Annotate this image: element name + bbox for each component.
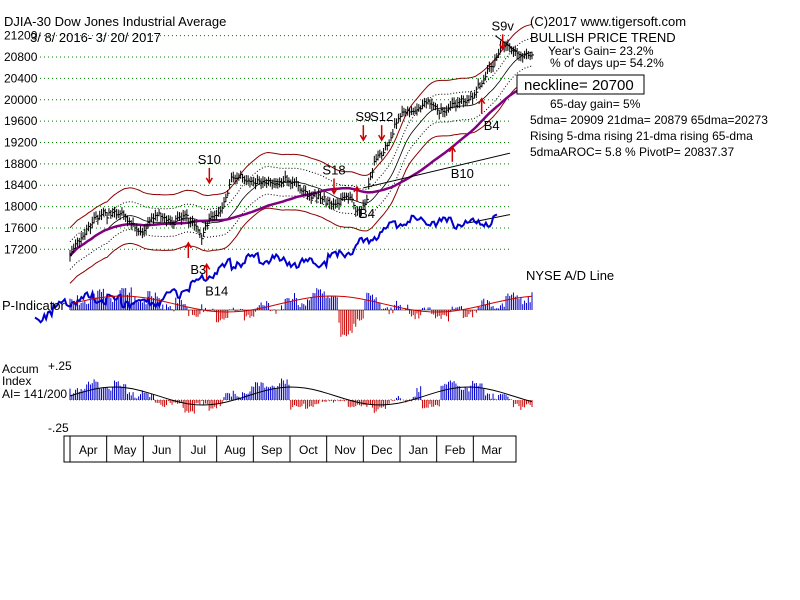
buy-arrowhead: [353, 185, 361, 193]
p-indicator-panel: [69, 287, 533, 337]
month-label: Jul: [191, 443, 206, 457]
chart-title: DJIA-30 Dow Jones Industrial Average: [4, 14, 226, 29]
accum-index-panel: [69, 378, 533, 414]
month-label: Nov: [334, 443, 355, 457]
neckline-box: [516, 74, 645, 95]
y-axis-ticks: 21200 20800 20400 20000 19600 19200 18800 18400…: [4, 29, 38, 257]
y-tick-label: 20000: [4, 93, 38, 107]
month-label: Oct: [299, 443, 318, 457]
month-axis-frame: [63, 435, 517, 463]
accum-top-tick: +.25: [48, 359, 72, 373]
aroc-label: 5dmaAROC= 5.8 % PivotP= 20837.37: [530, 145, 734, 159]
bollinger-bands: [69, 23, 533, 284]
month-label: Feb: [445, 443, 466, 457]
signal-label: B4: [359, 206, 375, 221]
accum-bottom-tick: -.25: [48, 421, 69, 435]
sell-arrowhead: [359, 134, 367, 142]
sell-arrowhead: [330, 188, 338, 195]
ma65-line: [69, 82, 533, 257]
ad-line-label: NYSE A/D Line: [526, 268, 614, 283]
date-range: 3/ 8/ 2016- 3/ 20/ 2017: [30, 30, 161, 45]
dma-label: 5dma= 20909 21dma= 20879 65dma=20273: [530, 113, 768, 127]
ad-trend: [469, 214, 511, 224]
signal-label: S9v: [491, 18, 514, 33]
signal-label: B3: [190, 262, 206, 277]
ai-label: AI= 141/200: [2, 387, 67, 401]
buy-arrowhead: [478, 97, 486, 105]
month-label: Jan: [409, 443, 428, 457]
ma21-line: [69, 51, 533, 256]
y-tick-label: 17200: [4, 242, 38, 256]
index-label: Index: [2, 374, 31, 388]
signal-label: B14: [205, 283, 228, 298]
signal-label: S18: [322, 163, 345, 178]
y-tick-label: 17600: [4, 221, 38, 235]
gain-65-label: 65-day gain= 5%: [550, 97, 641, 111]
month-label: Sep: [261, 443, 283, 457]
signal-label: B10: [451, 166, 474, 181]
upper-inner-band: [69, 37, 533, 243]
signal-label: B4: [484, 118, 500, 133]
sell-arrowhead: [499, 43, 507, 51]
y-tick-label: 18400: [4, 178, 38, 192]
y-tick-label: 19200: [4, 135, 38, 149]
y-tick-label: 18000: [4, 200, 38, 214]
lower-band: [69, 79, 533, 284]
y-tick-label: 19600: [4, 114, 38, 128]
signal-label: S10: [198, 152, 221, 167]
p-indicator-ma: [69, 295, 533, 313]
p-indicator-label: P-Indicator: [2, 298, 66, 313]
month-label: Aug: [224, 443, 245, 457]
b10-trend: [363, 152, 511, 189]
signal-label: S9: [355, 109, 371, 124]
trend-label: BULLISH PRICE TREND: [530, 30, 676, 45]
month-label: Apr: [79, 443, 98, 457]
sell-arrowhead: [378, 134, 386, 142]
buy-arrowhead: [203, 262, 211, 270]
y-tick-label: 18800: [4, 157, 38, 171]
days-up: % of days up= 54.2%: [550, 56, 664, 70]
sell-arrowhead: [205, 177, 213, 185]
signal-label: S12: [370, 109, 393, 124]
month-label: Jun: [152, 443, 171, 457]
rising-label: Rising 5-dma rising 21-dma rising 65-dma: [530, 129, 753, 143]
y-tick-label: 20800: [4, 50, 38, 64]
month-label: Mar: [481, 443, 502, 457]
y-tick-label: 20400: [4, 71, 38, 85]
copyright: (C)2017 www.tigersoft.com: [530, 14, 686, 29]
accum-ma: [69, 386, 533, 406]
price-series: [69, 38, 534, 262]
y-tick-label: 21200: [4, 29, 38, 43]
month-axis: Apr May Jun Jul Aug Sep Oct Nov Dec Jan Feb Mar: [69, 436, 502, 462]
accum-label: Accum: [2, 362, 39, 376]
month-label: May: [114, 443, 137, 457]
buy-arrowhead: [448, 145, 456, 153]
month-label: Dec: [371, 443, 392, 457]
buy-arrowhead: [184, 241, 192, 249]
neckline-label: neckline= 20700: [524, 77, 634, 94]
upper-band: [69, 23, 533, 229]
years-gain: Year's Gain= 23.2%: [548, 44, 654, 58]
